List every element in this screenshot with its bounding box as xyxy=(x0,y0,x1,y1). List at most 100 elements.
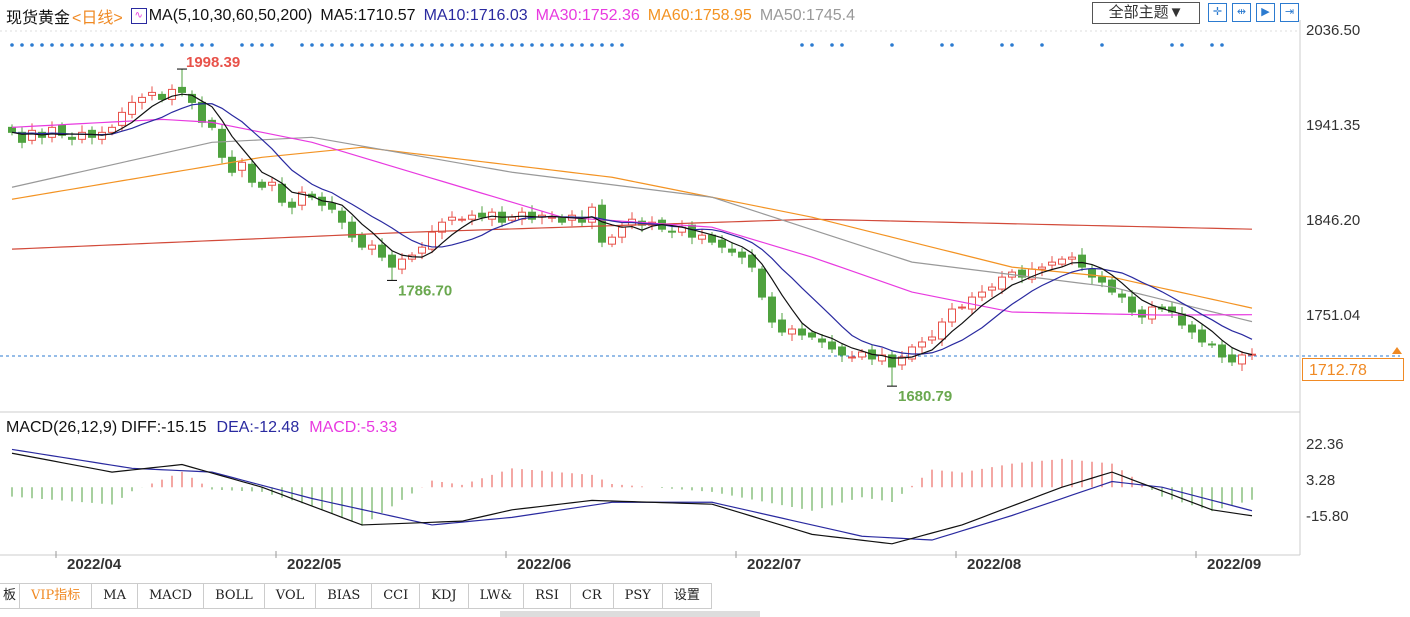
signal-dot xyxy=(200,43,204,47)
ma5-value: MA5:1710.57 xyxy=(320,7,416,24)
tab-5[interactable]: VOL xyxy=(265,584,317,608)
candle-up xyxy=(128,101,136,115)
candle-up xyxy=(588,206,596,223)
date-label: 2022/08 xyxy=(967,556,1022,573)
macd-value: MACD:-5.33 xyxy=(309,419,398,436)
signal-dot xyxy=(420,43,424,47)
dea-line xyxy=(11,448,1253,541)
play-icon[interactable]: ▶ xyxy=(1256,3,1275,22)
signal-dot xyxy=(1100,43,1104,47)
tab-9[interactable]: LW& xyxy=(469,584,525,608)
signal-dot xyxy=(330,43,334,47)
signal-dot xyxy=(380,43,384,47)
tab-0[interactable]: 板 xyxy=(0,584,21,608)
tab-10[interactable]: RSI xyxy=(524,584,571,608)
candle-up xyxy=(928,336,936,341)
date-label: 2022/07 xyxy=(747,556,802,573)
signal-dot xyxy=(610,43,614,47)
tab-13[interactable]: 设置 xyxy=(663,584,712,608)
ma-params[interactable]: MA(5,10,30,60,50,200) xyxy=(148,7,313,24)
signal-dot xyxy=(130,43,134,47)
tab-2[interactable]: MA xyxy=(92,584,138,608)
candle-down xyxy=(1098,276,1106,283)
candle-up xyxy=(1048,261,1056,266)
signal-dot xyxy=(60,43,64,47)
signal-dot xyxy=(20,43,24,47)
candle-up xyxy=(168,88,176,100)
candle-down xyxy=(1108,279,1116,293)
signal-dot xyxy=(450,43,454,47)
low-annotation: 1680.79 xyxy=(898,388,952,405)
candle-up xyxy=(468,214,476,220)
candle-down xyxy=(378,244,386,258)
price-tick: 1751.04 xyxy=(1306,307,1361,324)
crosshair-icon[interactable]: ✛ xyxy=(1208,3,1227,22)
candle-down xyxy=(1178,313,1186,326)
candle-down xyxy=(358,234,366,248)
macd-params[interactable]: MACD(26,12,9) xyxy=(6,419,118,436)
macd-dea-value: DEA:-12.48 xyxy=(216,419,300,436)
diff-line xyxy=(11,452,1253,545)
candle-down xyxy=(1018,269,1026,278)
tab-8[interactable]: KDJ xyxy=(420,584,469,608)
candle-down xyxy=(1218,344,1226,358)
tab-1[interactable]: VIP指标 xyxy=(20,584,93,608)
candle-up xyxy=(48,126,56,138)
macd-tick: 22.36 xyxy=(1306,436,1344,453)
candle-down xyxy=(828,341,836,350)
signal-dot xyxy=(800,43,804,47)
candle-down xyxy=(768,296,776,323)
signal-dot xyxy=(430,43,434,47)
candle-down xyxy=(838,346,846,356)
candle-down xyxy=(1128,296,1136,313)
zoom-range-icon[interactable]: ⇹ xyxy=(1232,3,1251,22)
candle-down xyxy=(1208,343,1216,346)
tab-3[interactable]: MACD xyxy=(138,584,205,608)
candle-down xyxy=(68,136,76,140)
candle-down xyxy=(248,163,256,183)
jump-end-icon[interactable]: ⇥ xyxy=(1280,3,1299,22)
candle-up xyxy=(1058,258,1066,265)
candle-down xyxy=(528,211,536,220)
signal-dot xyxy=(320,43,324,47)
tab-4[interactable]: BOLL xyxy=(204,584,265,608)
candle-up xyxy=(1038,266,1046,270)
signal-dot xyxy=(1180,43,1184,47)
chart-type-icon[interactable]: ∿ xyxy=(130,8,147,24)
candle-up xyxy=(438,221,446,233)
scroll-handle[interactable] xyxy=(500,611,760,617)
candle-down xyxy=(798,328,806,336)
indicator-tabs: 板 VIP指标 MA MACD BOLL VOL BIAS CCI KDJ LW& RSI CR PSY… xyxy=(0,583,712,609)
current-price-label: 1712.78 xyxy=(1302,358,1404,381)
tab-12[interactable]: PSY xyxy=(614,584,663,608)
signal-dot xyxy=(830,43,834,47)
signal-dot xyxy=(70,43,74,47)
signal-dot xyxy=(90,43,94,47)
signal-dot xyxy=(1000,43,1004,47)
tab-7[interactable]: CCI xyxy=(372,584,421,608)
ma10-line xyxy=(11,103,1253,355)
candle-down xyxy=(348,221,356,238)
ma50-value: MA50:1745.4 xyxy=(759,7,855,24)
candle-down xyxy=(1118,293,1126,298)
candle-down xyxy=(58,124,66,136)
tab-11[interactable]: CR xyxy=(571,584,614,608)
macd-header: MACD(26,12,9) DIFF:-15.15 DEA:-12.48 MAC… xyxy=(6,419,397,437)
candle-down xyxy=(188,93,196,103)
date-label: 2022/09 xyxy=(1207,556,1262,573)
signal-dot xyxy=(570,43,574,47)
candle-up xyxy=(108,126,116,133)
candle-down xyxy=(228,156,236,173)
candle-up xyxy=(418,246,426,254)
signal-dot xyxy=(510,43,514,47)
candle-up xyxy=(78,131,86,140)
symbol-title: 现货黄金 xyxy=(6,10,71,27)
theme-dropdown[interactable]: 全部主题▼ xyxy=(1092,2,1200,24)
candle-down xyxy=(278,183,286,203)
tab-6[interactable]: BIAS xyxy=(316,584,373,608)
signal-dot xyxy=(530,43,534,47)
candle-down xyxy=(598,204,606,243)
signal-dot xyxy=(480,43,484,47)
period-selector[interactable]: <日线> xyxy=(72,10,123,27)
